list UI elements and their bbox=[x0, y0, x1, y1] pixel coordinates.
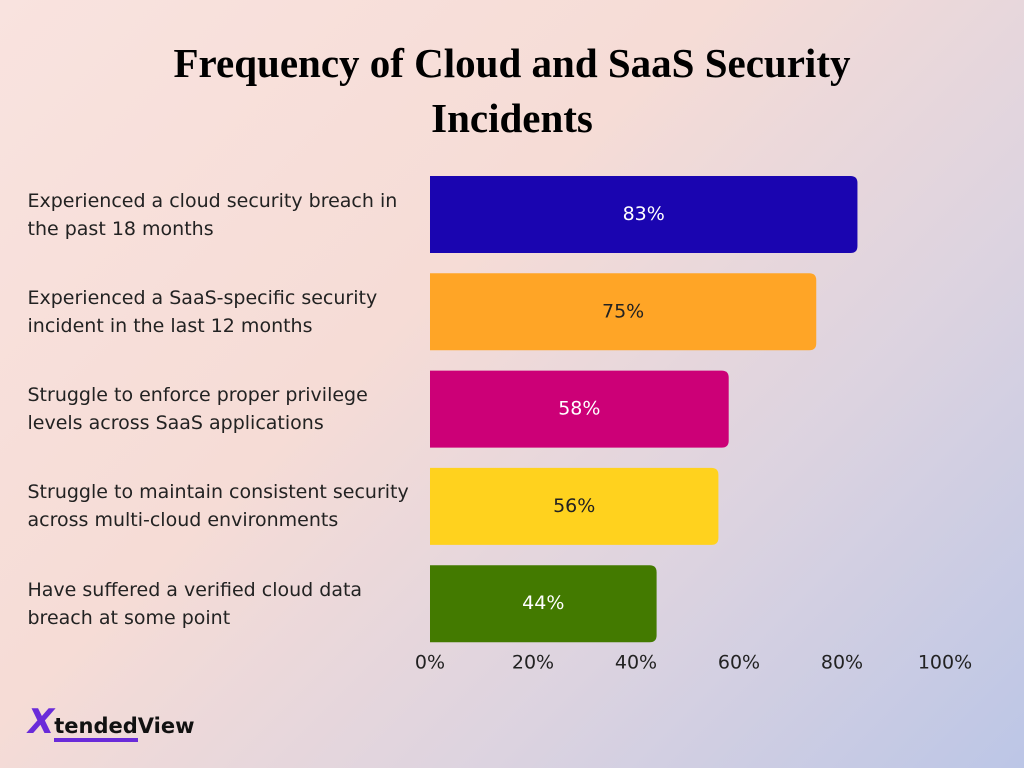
category-label: Experienced a SaaS-specific security inc… bbox=[27, 286, 378, 337]
value-label: 56% bbox=[553, 495, 595, 517]
logo-text: tended bbox=[54, 714, 138, 742]
logo: XtendedView bbox=[28, 702, 195, 742]
category-label-box: Experienced a SaaS-specific security inc… bbox=[25, 272, 425, 352]
category-label-box: Experienced a cloud security breach in t… bbox=[25, 175, 425, 255]
category-label-box: Have suffered a verified cloud data brea… bbox=[25, 564, 425, 644]
category-label: Struggle to enforce proper privilege lev… bbox=[27, 384, 368, 435]
x-tick-label: 0% bbox=[415, 652, 445, 674]
category-label: Experienced a cloud security breach in t… bbox=[27, 189, 398, 240]
logo-mark: X bbox=[28, 702, 55, 742]
x-tick-label: 60% bbox=[718, 652, 760, 674]
bar bbox=[430, 565, 657, 643]
bar bbox=[430, 467, 719, 545]
x-tick-label: 40% bbox=[615, 652, 657, 674]
category-label: Struggle to maintain consistent security… bbox=[27, 481, 409, 532]
x-tick-label: 80% bbox=[821, 652, 863, 674]
value-label: 75% bbox=[602, 300, 644, 322]
x-tick-label: 100% bbox=[918, 652, 972, 674]
bar bbox=[430, 370, 729, 448]
chart-title: Frequency of Cloud and SaaS Security Inc… bbox=[173, 40, 851, 141]
bar bbox=[430, 273, 817, 351]
category-label-box: Struggle to enforce proper privilege lev… bbox=[25, 369, 425, 449]
category-label-box: Struggle to maintain consistent security… bbox=[25, 466, 425, 546]
x-tick-label: 20% bbox=[512, 652, 554, 674]
logo-text: View bbox=[137, 714, 195, 738]
value-label: 58% bbox=[558, 398, 600, 420]
value-label: 44% bbox=[522, 592, 564, 614]
value-label: 83% bbox=[623, 203, 665, 225]
category-label: Have suffered a verified cloud data brea… bbox=[27, 578, 363, 629]
bar bbox=[430, 176, 858, 253]
